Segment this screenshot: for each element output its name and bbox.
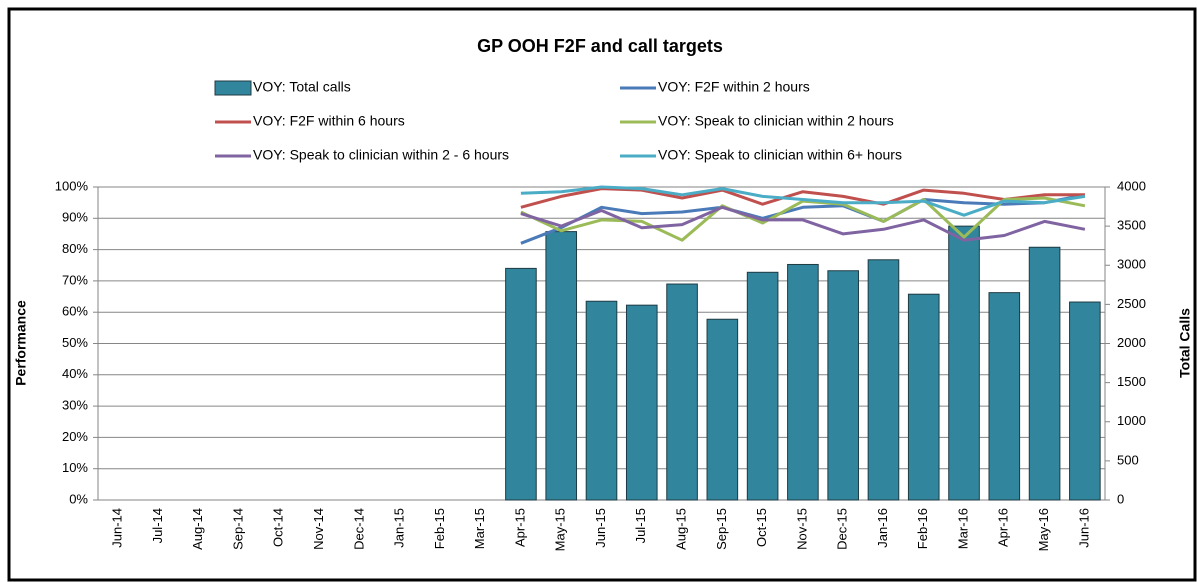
bar xyxy=(666,283,698,501)
line xyxy=(520,196,1086,242)
y2-tick-label: 500 xyxy=(1117,452,1139,467)
bar xyxy=(948,225,980,501)
y2-tick-label: 2500 xyxy=(1117,296,1146,311)
y-tick-label: 0% xyxy=(69,491,88,506)
bar xyxy=(988,292,1021,501)
line xyxy=(520,205,1086,242)
bar xyxy=(746,271,779,501)
x-tick-label: Apr-15 xyxy=(512,508,527,547)
x-tick-label: Jun-16 xyxy=(1076,508,1091,548)
x-tick-label: Oct-15 xyxy=(754,508,769,547)
y-tick-label: 30% xyxy=(62,398,88,413)
x-tick-label: Jul-15 xyxy=(633,508,648,543)
x-tick-label: Jun-15 xyxy=(593,508,608,548)
x-tick-label: Jan-16 xyxy=(875,508,890,548)
x-tick-label: Aug-14 xyxy=(190,508,205,550)
x-tick-label: May-15 xyxy=(553,508,568,551)
x-tick-label: Apr-16 xyxy=(996,508,1011,547)
y-tick-label: 60% xyxy=(62,304,88,319)
y-tick-label: 90% xyxy=(62,210,88,225)
x-tick-label: Dec-15 xyxy=(835,508,850,550)
y2-tick-label: 1500 xyxy=(1117,374,1146,389)
x-tick-label: May-16 xyxy=(1036,508,1051,551)
y-tick-label: 70% xyxy=(62,272,88,287)
line xyxy=(520,193,1086,245)
legend-swatch xyxy=(214,80,252,96)
x-tick-label: Feb-15 xyxy=(432,508,447,549)
y2-tick-label: 0 xyxy=(1117,491,1124,506)
line xyxy=(520,185,1086,217)
y-tick-label: 80% xyxy=(62,241,88,256)
bar xyxy=(787,263,819,501)
legend-label: VOY: Total calls xyxy=(253,79,351,95)
bar xyxy=(505,267,537,501)
y2-tick-label: 2000 xyxy=(1117,335,1146,350)
chart-title: GP OOH F2F and call targets xyxy=(477,36,723,56)
x-tick-label: Jun-14 xyxy=(110,508,125,548)
legend-label: VOY: Speak to clinician within 2 - 6 hou… xyxy=(253,147,509,163)
legend-label: VOY: F2F within 2 hours xyxy=(658,79,810,95)
x-tick-label: Sep-14 xyxy=(230,508,245,550)
line xyxy=(520,187,1085,209)
bar xyxy=(867,259,900,501)
x-tick-label: Sep-15 xyxy=(714,508,729,550)
y2-tick-label: 3500 xyxy=(1117,218,1146,233)
x-tick-label: Mar-16 xyxy=(955,508,970,549)
y2-tick-label: 1000 xyxy=(1117,413,1146,428)
legend-label: VOY: Speak to clinician within 2 hours xyxy=(658,113,894,129)
bar xyxy=(706,318,739,501)
bar xyxy=(1069,301,1101,501)
x-tick-label: Mar-15 xyxy=(472,508,487,549)
y2-axis-title: Total Calls xyxy=(1177,308,1193,378)
bar xyxy=(545,231,578,501)
legend-label: VOY: F2F within 6 hours xyxy=(253,113,405,129)
y2-tick-label: 3000 xyxy=(1117,257,1146,272)
x-tick-label: Nov-15 xyxy=(794,508,809,550)
x-tick-label: Oct-14 xyxy=(271,508,286,547)
bar xyxy=(827,270,859,501)
x-tick-label: Nov-14 xyxy=(311,508,326,550)
x-tick-label: Jan-15 xyxy=(392,508,407,548)
x-tick-label: Feb-16 xyxy=(915,508,930,549)
y2-tick-label: 4000 xyxy=(1117,178,1146,193)
y-tick-label: 100% xyxy=(55,178,89,193)
y-tick-label: 20% xyxy=(62,429,88,444)
x-tick-label: Jul-14 xyxy=(150,508,165,543)
bar xyxy=(1028,246,1061,501)
x-tick-label: Dec-14 xyxy=(351,508,366,550)
bar xyxy=(585,300,618,501)
x-tick-label: Aug-15 xyxy=(673,508,688,550)
legend-label: VOY: Speak to clinician within 6+ hours xyxy=(658,147,902,163)
bar xyxy=(907,293,940,501)
y-tick-label: 50% xyxy=(62,335,88,350)
bar xyxy=(625,304,658,501)
y-axis-title: Performance xyxy=(13,300,29,386)
y-tick-label: 10% xyxy=(62,460,88,475)
y-tick-label: 40% xyxy=(62,366,88,381)
